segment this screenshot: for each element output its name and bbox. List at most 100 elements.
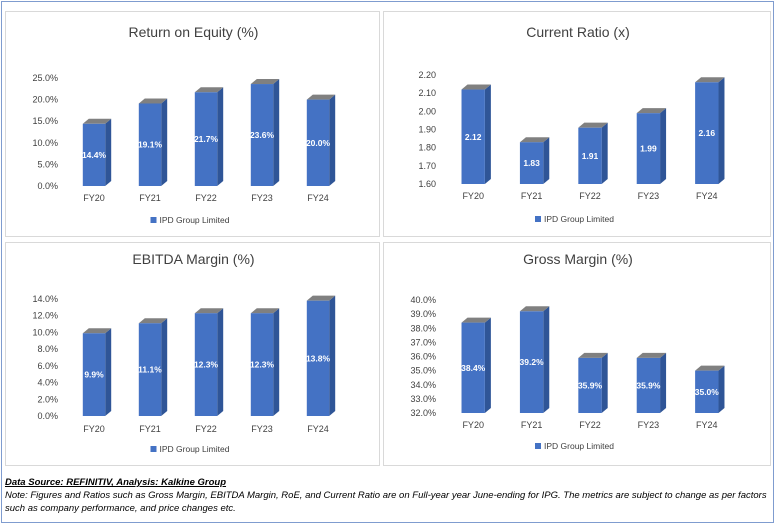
ebitda-margin-y-tick-label: 4.0% — [37, 378, 58, 388]
gross-margin-x-tick-label: FY23 — [638, 420, 660, 430]
roe-y-tick-label: 20.0% — [32, 95, 58, 105]
ebitda-margin-legend-label: IPD Group Limited — [160, 444, 230, 454]
current-ratio-legend-swatch — [535, 216, 541, 222]
roe-bar-side — [217, 87, 224, 186]
roe-bar — [306, 99, 330, 186]
ebitda-margin-bar-top — [138, 318, 168, 324]
roe-chart-svg: Return on Equity (%) 0.0% 5.0% 10.0% 15.0% 20… — [32, 24, 336, 225]
current-ratio-y-tick-label: 1.70 — [418, 161, 436, 171]
gross-margin-y-tick-label: 40.0% — [410, 295, 436, 305]
gross-margin-y-tick-label: 32.0% — [410, 408, 436, 418]
ebitda-margin-bar-side — [161, 318, 168, 416]
ebitda-margin-bar-side — [105, 328, 112, 416]
ebitda-margin-bar-top — [194, 308, 224, 314]
current-ratio-x-tick-label: FY21 — [521, 191, 543, 201]
current-ratio-data-label: 1.99 — [640, 144, 657, 154]
roe-bar-side — [105, 118, 112, 186]
ebitda-margin-legend-swatch — [150, 446, 157, 452]
roe-data-label: 23.6% — [250, 130, 275, 140]
ebitda-margin-y-tick-label: 14.0% — [32, 294, 58, 304]
current-ratio-data-label: 2.16 — [699, 128, 716, 138]
roe-x-tick-label: FY22 — [195, 193, 217, 203]
gross-margin-chart-title: Gross Margin (%) — [523, 251, 633, 267]
roe-y-tick-label: 5.0% — [37, 159, 58, 169]
roe-bar-top — [138, 98, 168, 104]
roe-bar-side — [273, 79, 280, 186]
gross-margin-y-tick-label: 35.0% — [410, 366, 436, 376]
gross-margin-legend: IPD Group Limited — [535, 441, 614, 451]
roe-legend-swatch — [150, 217, 157, 223]
gross-margin-x-tick-label: FY20 — [462, 420, 484, 430]
ebitda-margin-x-tick-label: FY24 — [307, 424, 329, 434]
current-ratio-bar-top — [519, 137, 550, 143]
ebitda-margin-bar — [194, 313, 218, 416]
note-text: Note: Figures and Ratios such as Gross M… — [5, 490, 767, 514]
gross-margin-x-tick-label: FY21 — [521, 420, 543, 430]
ebitda-margin-bar-side — [217, 308, 224, 416]
current-ratio-y-tick-label: 1.80 — [418, 143, 436, 153]
roe-bar-top — [250, 79, 280, 85]
gross-margin-bar — [578, 357, 602, 413]
gross-margin-legend-swatch — [535, 443, 541, 449]
current-ratio-y-tick-label: 2.10 — [418, 88, 436, 98]
roe-chart-title: Return on Equity (%) — [129, 24, 259, 40]
gross-margin-y-tick-label: 33.0% — [410, 394, 436, 404]
gross-margin-bar — [636, 357, 661, 413]
roe-x-tick-label: FY21 — [139, 193, 161, 203]
roe-bar-top — [82, 118, 112, 124]
current-ratio-bar — [519, 142, 544, 184]
gross-margin-y-tick-label: 38.0% — [410, 323, 436, 333]
roe-bar-side — [161, 98, 168, 186]
data-source-text: Data Source: REFINITIV, Analysis: Kalkin… — [5, 477, 227, 488]
ebitda-margin-bar — [138, 323, 162, 416]
ebitda-margin-y-tick-label: 8.0% — [37, 344, 58, 354]
current-ratio-chart-svg: Current Ratio (x) 1.60 1.70 1.80 1.90 2.00 2.1… — [418, 24, 725, 224]
gross-margin-bar-top — [636, 352, 667, 358]
roe-bar-top — [194, 87, 224, 93]
gross-margin-y-tick-label: 34.0% — [410, 380, 436, 390]
ebitda-margin-data-label: 12.3% — [194, 360, 219, 370]
gross-margin-x-tick-label: FY24 — [696, 420, 718, 430]
gross-margin-bar — [519, 311, 544, 413]
roe-bar — [82, 123, 106, 186]
gross-margin-bar-top — [695, 365, 725, 371]
gross-margin-chart-svg: Gross Margin (%) 32.0% 33.0% 34.0% 35.0% 36.0… — [410, 251, 725, 451]
roe-x-tick-label: FY23 — [251, 193, 273, 203]
roe-data-label: 21.7% — [194, 134, 219, 144]
current-ratio-legend: IPD Group Limited — [535, 214, 614, 224]
current-ratio-x-tick-label: FY20 — [462, 191, 484, 201]
ebitda-margin-x-tick-label: FY23 — [251, 424, 273, 434]
gross-margin-bar-side — [601, 352, 608, 413]
roe-x-tick-label: FY24 — [307, 193, 329, 203]
roe-legend: IPD Group Limited — [150, 215, 230, 225]
gross-margin-bar-side — [718, 365, 725, 413]
current-ratio-y-tick-label: 2.20 — [418, 70, 436, 80]
ebitda-margin-chart-svg: EBITDA Margin (%) 0.0% 2.0% 4.0% 6.0% 8.0% 10.… — [32, 251, 336, 454]
roe-y-tick-label: 15.0% — [32, 116, 58, 126]
current-ratio-data-label: 2.12 — [465, 132, 482, 142]
gross-margin-data-label: 39.2% — [520, 357, 545, 367]
gross-margin-bar — [461, 322, 485, 413]
roe-y-tick-label: 25.0% — [32, 73, 58, 83]
current-ratio-bar-side — [543, 137, 550, 184]
chart-panel-current-ratio: Current Ratio (x) 1.60 1.70 1.80 1.90 2.00 2.1… — [383, 11, 771, 237]
current-ratio-bar-top — [695, 77, 725, 83]
current-ratio-chart-title: Current Ratio (x) — [526, 24, 629, 40]
ebitda-margin-x-tick-label: FY20 — [83, 424, 105, 434]
ebitda-margin-y-tick-label: 0.0% — [37, 411, 58, 421]
current-ratio-bar-side — [660, 108, 667, 184]
ebitda-margin-y-tick-label: 12.0% — [32, 311, 58, 321]
gross-margin-bar-side — [660, 352, 667, 413]
ebitda-margin-bar-side — [329, 295, 336, 416]
roe-bar — [138, 103, 162, 186]
current-ratio-y-tick-label: 1.90 — [418, 125, 436, 135]
ebitda-margin-bar — [306, 300, 330, 416]
ebitda-margin-y-tick-label: 10.0% — [32, 327, 58, 337]
current-ratio-data-label: 1.91 — [582, 151, 599, 161]
gross-margin-bar-side — [543, 306, 550, 413]
current-ratio-y-tick-label: 1.60 — [418, 179, 436, 189]
gross-margin-data-label: 35.9% — [578, 380, 603, 390]
current-ratio-x-tick-label: FY23 — [638, 191, 660, 201]
gross-margin-y-tick-label: 36.0% — [410, 352, 436, 362]
